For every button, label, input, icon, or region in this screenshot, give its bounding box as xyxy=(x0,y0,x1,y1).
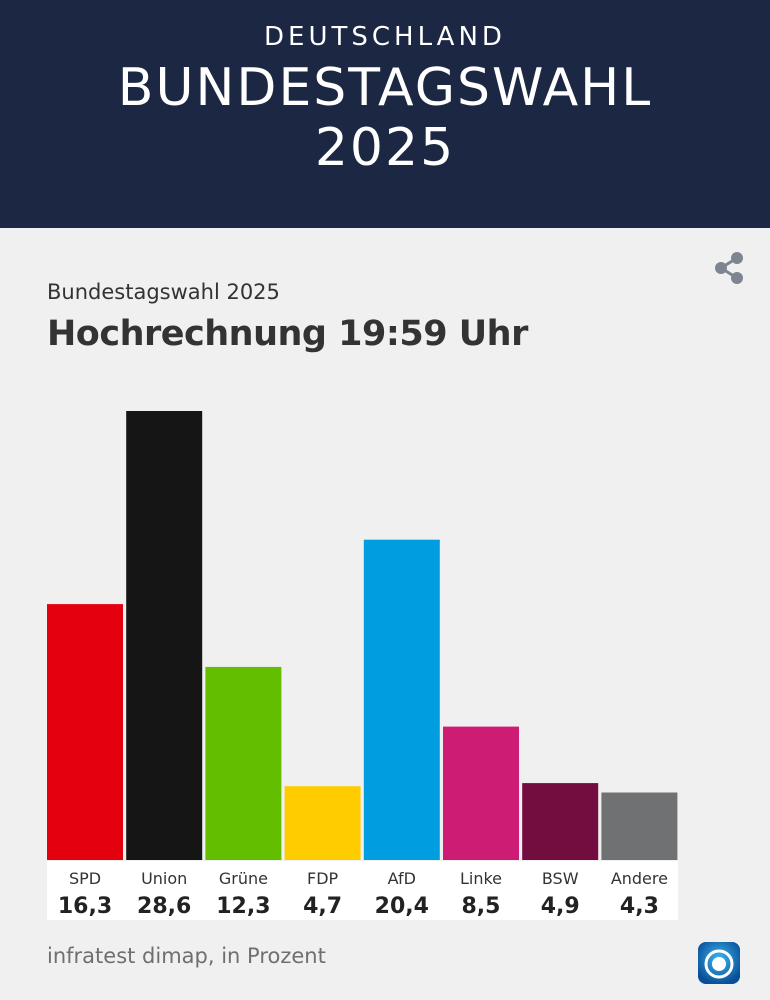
header-title-line1: BUNDESTAGSWAHL xyxy=(117,58,653,118)
bar-linke xyxy=(443,726,519,860)
bar-spd xyxy=(47,604,123,860)
bar-fdp xyxy=(284,786,361,860)
category-label: BSW xyxy=(542,869,579,888)
bar-andere xyxy=(601,792,678,860)
ard-tagesschau-logo-icon[interactable] xyxy=(698,942,740,984)
chart-subtitle: Bundestagswahl 2025 xyxy=(47,280,280,304)
category-label: Grüne xyxy=(219,869,268,888)
header-title: BUNDESTAGSWAHL 2025 xyxy=(0,58,770,178)
category-label: Andere xyxy=(611,869,668,888)
value-label: 28,6 xyxy=(137,894,191,919)
bar-label-panel xyxy=(47,861,678,920)
page-header: DEUTSCHLAND BUNDESTAGSWAHL 2025 xyxy=(0,0,770,228)
value-label: 12,3 xyxy=(216,894,270,919)
bar-bsw xyxy=(522,783,599,860)
bar-union xyxy=(126,411,203,860)
bar-grüne xyxy=(205,666,282,860)
chart-title: Hochrechnung 19:59 Uhr xyxy=(47,314,528,354)
value-label: 20,4 xyxy=(375,894,429,919)
value-label: 4,7 xyxy=(303,894,342,919)
value-label: 4,9 xyxy=(541,894,580,919)
bar-afd xyxy=(363,539,440,860)
category-label: Union xyxy=(141,869,187,888)
header-title-line2: 2025 xyxy=(314,118,456,178)
category-label: AfD xyxy=(388,869,416,888)
chart-source: infratest dimap, in Prozent xyxy=(47,944,326,968)
value-label: 4,3 xyxy=(620,894,659,919)
value-label: 8,5 xyxy=(462,894,501,919)
value-label: 16,3 xyxy=(58,894,112,919)
header-kicker: DEUTSCHLAND xyxy=(264,22,506,52)
category-label: SPD xyxy=(69,869,101,888)
category-label: Linke xyxy=(460,869,502,888)
share-icon[interactable] xyxy=(711,250,747,286)
category-label: FDP xyxy=(307,869,339,888)
